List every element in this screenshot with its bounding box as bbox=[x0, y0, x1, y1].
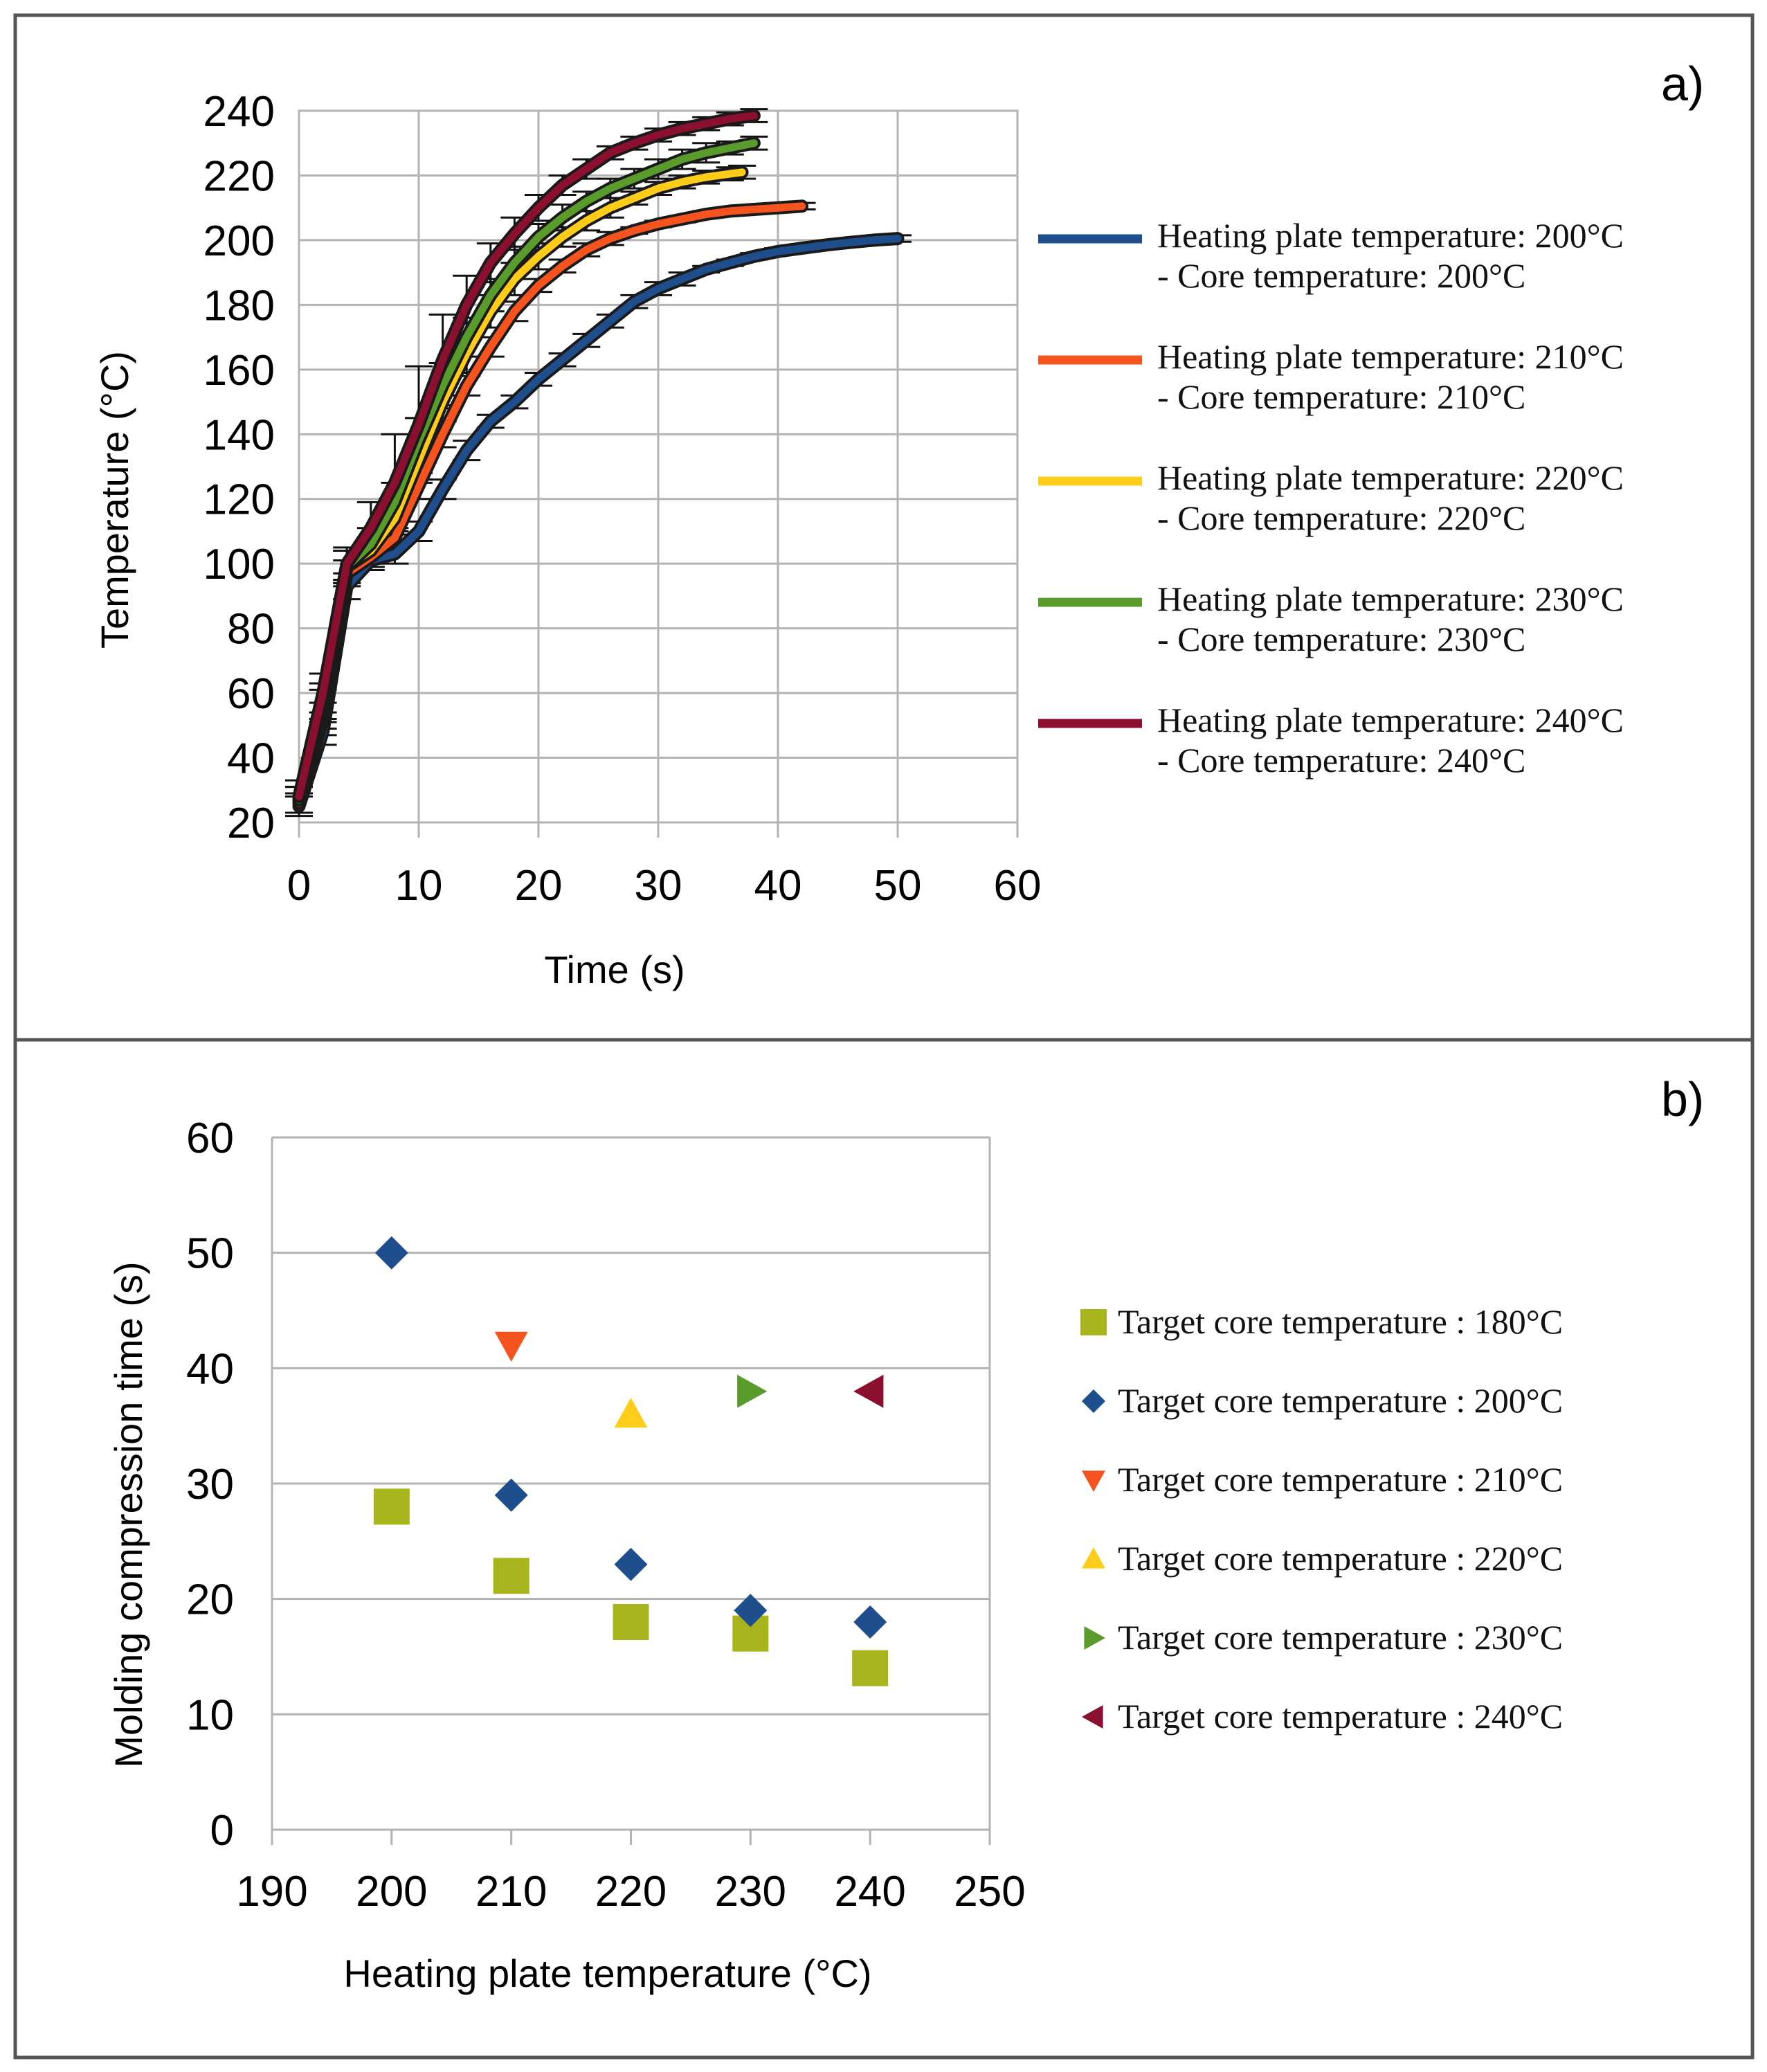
panel-b-legend-label: Target core temperature : 210°C bbox=[1118, 1460, 1563, 1499]
panel-a-y-tick-label: 160 bbox=[203, 347, 275, 395]
panel-a-tick-labels: 20 40 60 80 100 120 140 160 180 200 220 240 0 10 20 30 4… bbox=[203, 88, 1042, 910]
panel-a-x-tick-label: 60 bbox=[994, 862, 1042, 910]
panel-b-y-tick-label: 20 bbox=[186, 1576, 234, 1624]
panel-b-x-tick-label: 230 bbox=[715, 1868, 786, 1916]
panel-b-point bbox=[853, 1374, 884, 1408]
panel-b-point bbox=[737, 1374, 768, 1408]
panel-a-y-tick-label: 120 bbox=[203, 476, 275, 524]
panel-a-x-tick-label: 30 bbox=[635, 862, 682, 910]
panel-a-y-tick-label: 20 bbox=[227, 800, 275, 847]
panel-b-y-tick-label: 0 bbox=[210, 1807, 234, 1855]
panel-b-y-tick-label: 50 bbox=[186, 1230, 234, 1278]
panel-b-x-tick-label: 190 bbox=[236, 1868, 307, 1916]
panel-b-legend-marker bbox=[1080, 1309, 1107, 1335]
panel-b-point bbox=[494, 1478, 528, 1512]
panel-a-legend-label: Heating plate temperature: 240°C bbox=[1157, 701, 1624, 739]
panel-b-point bbox=[374, 1236, 408, 1270]
panel-b-x-tick-label: 250 bbox=[954, 1868, 1025, 1916]
panel-b-legend-label: Target core temperature : 240°C bbox=[1118, 1697, 1563, 1736]
panel-b-legend-marker bbox=[1082, 1470, 1105, 1492]
panel-b-x-tick-label: 210 bbox=[475, 1868, 547, 1916]
panel-a-x-tick-label: 50 bbox=[874, 862, 922, 910]
panel-a-legend: Heating plate temperature: 200°C- Core t… bbox=[1038, 216, 1624, 780]
panel-b-y-axis-label: Molding compression time (s) bbox=[107, 1261, 150, 1767]
panel-a-legend-label: - Core temperature: 230°C bbox=[1157, 620, 1525, 658]
panel-a-legend-label: Heating plate temperature: 230°C bbox=[1157, 579, 1624, 618]
panel-b-points bbox=[373, 1236, 889, 1686]
panel-a-x-tick-label: 20 bbox=[515, 862, 563, 910]
panel-a-y-tick-label: 200 bbox=[203, 217, 275, 265]
panel-b-legend-marker bbox=[1084, 1626, 1105, 1650]
panel-b-legend-marker bbox=[1082, 1547, 1105, 1569]
panel-b-point bbox=[852, 1650, 889, 1686]
panel-a-legend-label: - Core temperature: 210°C bbox=[1157, 377, 1525, 416]
panel-b-point bbox=[613, 1604, 649, 1640]
panel-b-y-tick-label: 10 bbox=[186, 1691, 234, 1739]
panel-b-point bbox=[614, 1547, 648, 1581]
panel-b-x-axis-label: Heating plate temperature (°C) bbox=[343, 1952, 871, 1995]
panel-a-y-tick-label: 40 bbox=[227, 735, 275, 783]
panel-a-series-line bbox=[295, 235, 902, 811]
panel-a-y-tick-label: 140 bbox=[203, 411, 275, 459]
panel-a-legend-label: Heating plate temperature: 210°C bbox=[1157, 337, 1624, 376]
panel-b-legend-label: Target core temperature : 180°C bbox=[1118, 1302, 1563, 1341]
panel-b-legend-label: Target core temperature : 200°C bbox=[1118, 1381, 1563, 1420]
panel-a-plot-area bbox=[298, 109, 1019, 824]
panel-a-legend-label: - Core temperature: 200°C bbox=[1157, 256, 1525, 295]
panel-b-legend-label: Target core temperature : 220°C bbox=[1118, 1539, 1563, 1578]
panel-b-y-tick-label: 40 bbox=[186, 1345, 234, 1393]
panel-b-legend-label: Target core temperature : 230°C bbox=[1118, 1618, 1563, 1657]
panel-b-point bbox=[373, 1488, 410, 1525]
panel-b-legend-marker bbox=[1082, 1389, 1105, 1413]
panel-b-point bbox=[614, 1398, 648, 1428]
panel-b-x-tick-label: 220 bbox=[595, 1868, 667, 1916]
panel-b-legend: Target core temperature : 180°C Target co… bbox=[1080, 1302, 1563, 1736]
panel-b-legend-marker bbox=[1082, 1705, 1103, 1729]
panel-a-x-tick-label: 10 bbox=[395, 862, 443, 910]
panel-a-legend-label: Heating plate temperature: 200°C bbox=[1157, 216, 1624, 255]
panel-b: b) 0 10 20 30 40 50 60 190 200 210 220 230 240 250 He… bbox=[107, 1072, 1704, 1995]
panel-a-series-line bbox=[295, 111, 758, 801]
panel-a-y-axis-label: Temperature (°C) bbox=[93, 351, 136, 649]
panel-a-y-tick-label: 180 bbox=[203, 282, 275, 330]
panel-a-series-line bbox=[295, 139, 758, 804]
panel-a-legend-label: - Core temperature: 240°C bbox=[1157, 741, 1525, 780]
panel-a-y-tick-label: 60 bbox=[227, 670, 275, 718]
panel-b-y-tick-label: 30 bbox=[186, 1461, 234, 1508]
panel-b-label: b) bbox=[1661, 1072, 1704, 1126]
panel-a-y-tick-label: 240 bbox=[203, 88, 275, 136]
panel-a-y-tick-label: 220 bbox=[203, 152, 275, 200]
panel-a-series-lines bbox=[292, 109, 905, 813]
panel-a-y-tick-label: 80 bbox=[227, 606, 275, 654]
panel-a-legend-label: Heating plate temperature: 220°C bbox=[1157, 458, 1624, 497]
panel-b-x-tick-label: 240 bbox=[834, 1868, 905, 1916]
panel-a-legend-label: - Core temperature: 220°C bbox=[1157, 498, 1525, 537]
panel-b-x-tick-label: 200 bbox=[356, 1868, 427, 1916]
panel-b-point bbox=[494, 1331, 528, 1362]
panel-a-series-line bbox=[295, 202, 806, 807]
panel-b-point bbox=[853, 1605, 887, 1639]
figure-frame bbox=[13, 13, 1755, 2060]
panel-a-x-tick-label: 0 bbox=[287, 862, 311, 910]
panel-a-label: a) bbox=[1661, 57, 1704, 111]
panel-b-point bbox=[734, 1594, 768, 1628]
panel-a-x-tick-label: 40 bbox=[754, 862, 802, 910]
panel-a-y-tick-label: 100 bbox=[203, 541, 275, 588]
panel-b-point bbox=[493, 1558, 529, 1594]
panel-b-y-tick-label: 60 bbox=[186, 1115, 234, 1162]
panel-a-x-axis-label: Time (s) bbox=[544, 948, 685, 991]
panel-b-tick-labels: 0 10 20 30 40 50 60 190 200 210 220 230 240 250 bbox=[186, 1115, 1026, 1916]
panel-b-gridlines bbox=[271, 1136, 991, 1845]
